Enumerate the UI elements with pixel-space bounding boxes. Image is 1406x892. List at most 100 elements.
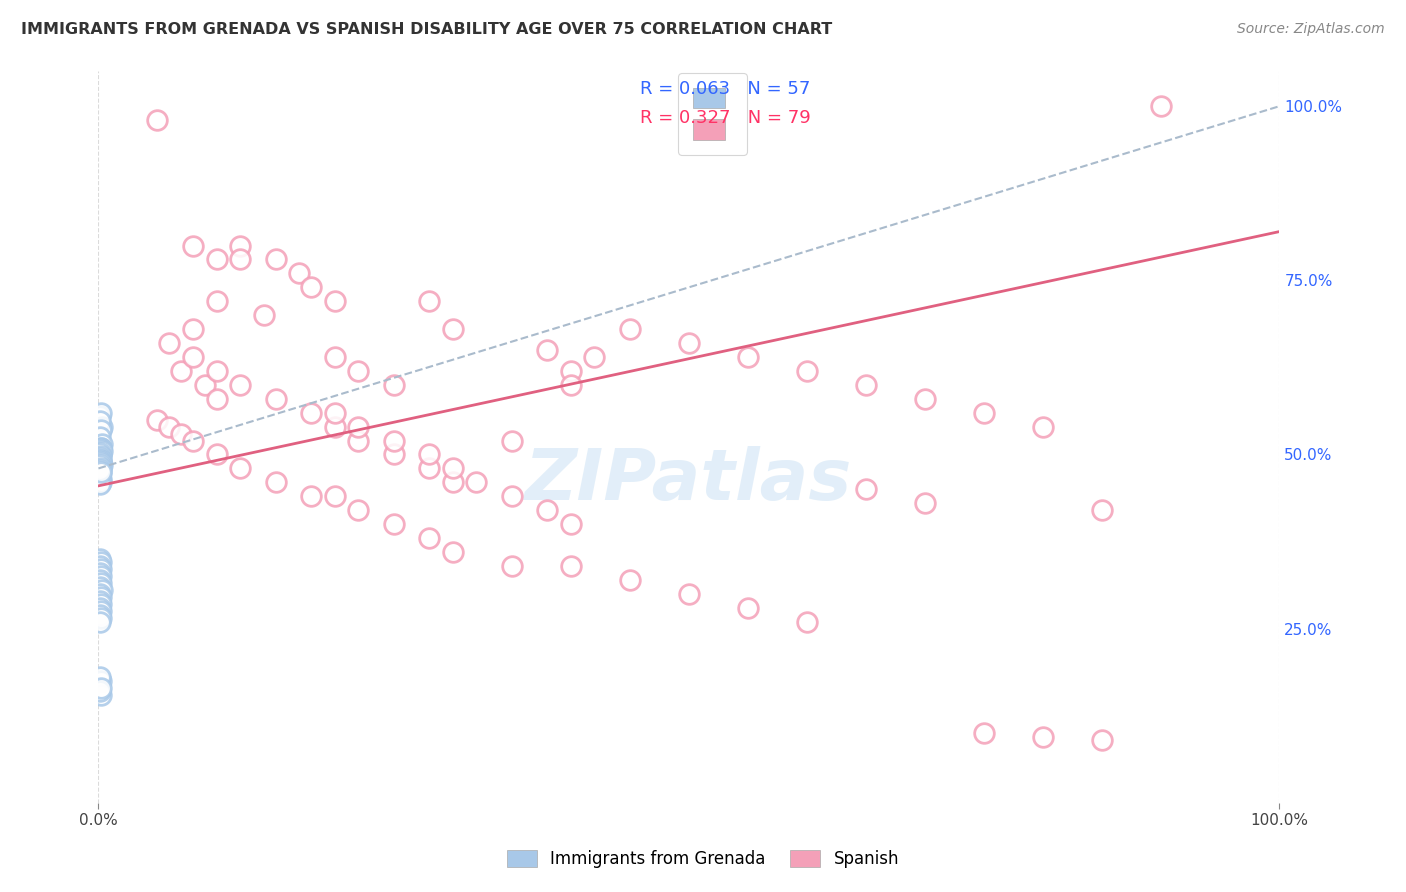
Point xyxy=(1150,99,1173,113)
Point xyxy=(90,611,112,625)
Point xyxy=(855,483,877,497)
Point xyxy=(323,489,346,503)
Point xyxy=(205,294,228,309)
Point xyxy=(90,441,112,455)
Point xyxy=(678,336,700,351)
Point xyxy=(441,322,464,336)
Point xyxy=(1032,419,1054,434)
Point xyxy=(382,434,405,448)
Point xyxy=(89,476,111,491)
Point xyxy=(91,437,114,451)
Point xyxy=(465,475,488,490)
Point xyxy=(89,552,111,566)
Point xyxy=(619,322,641,336)
Point xyxy=(89,587,111,601)
Point xyxy=(382,448,405,462)
Point xyxy=(90,681,112,695)
Point xyxy=(205,252,228,267)
Point xyxy=(91,458,114,472)
Point xyxy=(914,496,936,510)
Point xyxy=(90,465,112,479)
Point xyxy=(89,594,111,608)
Point xyxy=(89,607,111,622)
Point xyxy=(264,392,287,406)
Point xyxy=(323,419,346,434)
Point xyxy=(181,350,204,364)
Point xyxy=(382,517,405,532)
Point xyxy=(89,468,111,483)
Point xyxy=(973,726,995,740)
Point xyxy=(441,475,464,490)
Point xyxy=(89,461,111,475)
Text: Source: ZipAtlas.com: Source: ZipAtlas.com xyxy=(1237,22,1385,37)
Point xyxy=(89,414,111,428)
Point xyxy=(91,583,114,598)
Point xyxy=(89,450,111,465)
Point xyxy=(146,412,169,426)
Point xyxy=(90,448,112,462)
Point xyxy=(91,444,114,458)
Point xyxy=(89,558,111,573)
Point xyxy=(157,336,180,351)
Point xyxy=(501,434,523,448)
Point xyxy=(347,434,370,448)
Point xyxy=(157,419,180,434)
Point xyxy=(89,450,111,465)
Point xyxy=(323,294,346,309)
Point xyxy=(205,448,228,462)
Point xyxy=(89,463,111,477)
Point xyxy=(91,419,114,434)
Text: R = 0.063   N = 57: R = 0.063 N = 57 xyxy=(640,80,810,98)
Point xyxy=(299,280,322,294)
Point xyxy=(855,377,877,392)
Point xyxy=(441,545,464,559)
Point xyxy=(264,252,287,267)
Point xyxy=(90,441,112,455)
Point xyxy=(229,238,252,252)
Point xyxy=(89,444,111,458)
Point xyxy=(89,430,111,444)
Point xyxy=(796,364,818,378)
Point xyxy=(560,558,582,573)
Point xyxy=(501,489,523,503)
Point xyxy=(90,454,112,468)
Point xyxy=(90,556,112,570)
Point xyxy=(90,604,112,618)
Text: IMMIGRANTS FROM GRENADA VS SPANISH DISABILITY AGE OVER 75 CORRELATION CHART: IMMIGRANTS FROM GRENADA VS SPANISH DISAB… xyxy=(21,22,832,37)
Point xyxy=(181,322,204,336)
Point xyxy=(583,350,606,364)
Point xyxy=(418,294,440,309)
Point xyxy=(90,465,112,479)
Point xyxy=(89,458,111,472)
Point xyxy=(170,426,193,441)
Point xyxy=(90,475,112,490)
Point xyxy=(299,406,322,420)
Point xyxy=(90,688,112,702)
Point xyxy=(1032,730,1054,744)
Legend: Immigrants from Grenada, Spanish: Immigrants from Grenada, Spanish xyxy=(501,843,905,875)
Point xyxy=(737,600,759,615)
Point xyxy=(560,517,582,532)
Point xyxy=(90,576,112,591)
Point xyxy=(89,454,111,468)
Point xyxy=(90,406,112,420)
Point xyxy=(299,489,322,503)
Point xyxy=(914,392,936,406)
Point xyxy=(205,392,228,406)
Point xyxy=(89,474,111,488)
Text: R = 0.327   N = 79: R = 0.327 N = 79 xyxy=(640,109,810,127)
Point xyxy=(501,558,523,573)
Point xyxy=(737,350,759,364)
Point xyxy=(194,377,217,392)
Point xyxy=(418,448,440,462)
Point xyxy=(89,442,111,456)
Point xyxy=(619,573,641,587)
Point xyxy=(90,449,112,463)
Point xyxy=(253,308,276,322)
Point xyxy=(90,472,112,486)
Point xyxy=(89,670,111,684)
Point xyxy=(89,615,111,629)
Point xyxy=(288,266,311,280)
Point xyxy=(1091,503,1114,517)
Point xyxy=(181,238,204,252)
